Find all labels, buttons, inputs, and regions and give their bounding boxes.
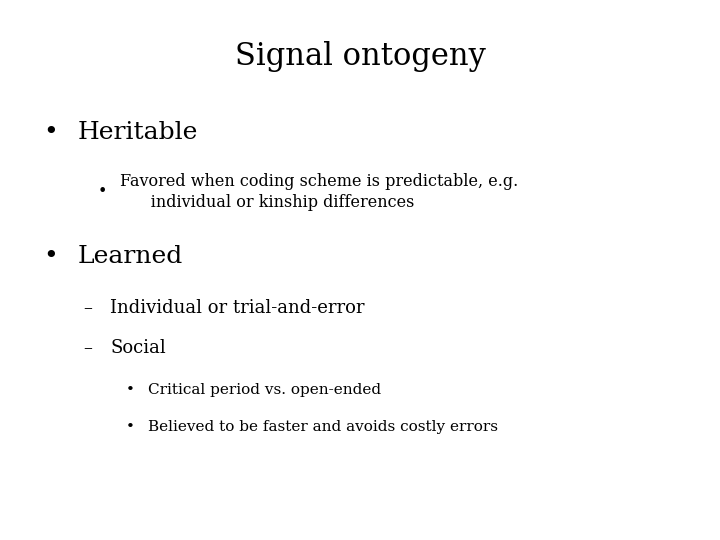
Text: Heritable: Heritable — [78, 121, 198, 144]
Text: Critical period vs. open-ended: Critical period vs. open-ended — [148, 383, 381, 397]
Text: •: • — [43, 121, 58, 144]
Text: Learned: Learned — [78, 245, 183, 268]
Text: Individual or trial-and-error: Individual or trial-and-error — [110, 299, 364, 317]
Text: Social: Social — [110, 339, 166, 357]
Text: –: – — [83, 339, 91, 357]
Text: •: • — [97, 183, 107, 200]
Text: •: • — [43, 245, 58, 268]
Text: •: • — [126, 420, 135, 434]
Text: Signal ontogeny: Signal ontogeny — [235, 41, 485, 72]
Text: –: – — [83, 299, 91, 317]
Text: •: • — [126, 383, 135, 397]
Text: Favored when coding scheme is predictable, e.g.
      individual or kinship diff: Favored when coding scheme is predictabl… — [120, 173, 518, 211]
Text: Believed to be faster and avoids costly errors: Believed to be faster and avoids costly … — [148, 420, 498, 434]
